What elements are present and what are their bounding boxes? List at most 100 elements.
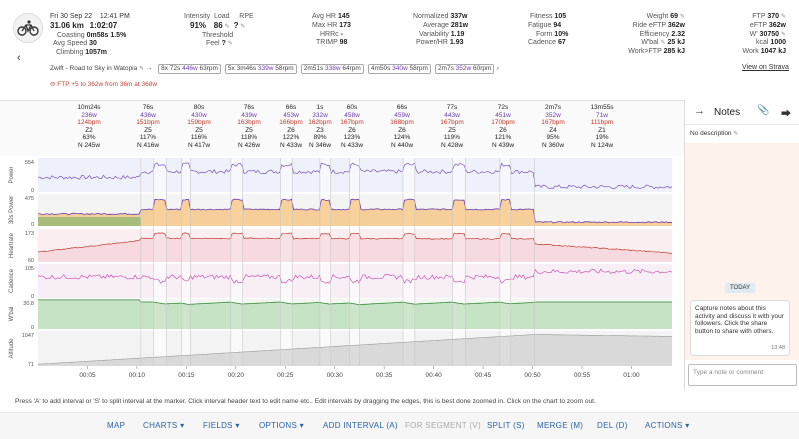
interval-header[interactable]: 60s 458w 167bpm Z6 123% N 433w <box>340 104 364 150</box>
cadence-series[interactable] <box>37 268 673 284</box>
interval-band[interactable] <box>499 158 511 366</box>
edit-pencil-icon[interactable]: ✎ <box>227 41 233 48</box>
altitude-series[interactable] <box>37 334 672 365</box>
interval-hr: 166bpm <box>279 119 303 127</box>
set-cadence: 60rpm <box>471 65 492 72</box>
actions-button[interactable]: ACTIONS ▾ <box>645 421 690 430</box>
map-button[interactable]: MAP <box>107 421 126 430</box>
heartrate-series[interactable] <box>37 232 672 254</box>
chart-svg[interactable]: Power 554 0 30s Power 475 0 Heartrate 173 60 Cade… <box>0 156 684 384</box>
interval-band[interactable] <box>402 158 415 366</box>
set-power: 340w <box>390 65 408 72</box>
threshold-summary: FTP 370 ✎ eFTP 362w W' 30750 ✎ kcal 1000… <box>743 13 786 57</box>
interval-header[interactable]: 66s 453w 166bpm Z6 122% N 433w <box>279 104 303 150</box>
power-summary: Normalized 337w Average 281w Variability… <box>413 13 468 48</box>
rpe-value[interactable]: ? <box>233 20 239 30</box>
interval-header[interactable]: 1s 332w 162bpm Z3 89% N 346w <box>308 104 332 150</box>
interval-dur: 77s <box>446 104 458 111</box>
interval-pw: 436w <box>140 111 156 119</box>
arrow-right-icon[interactable]: → <box>694 105 705 117</box>
power-series[interactable] <box>37 162 673 190</box>
climbing-label: Climbing <box>56 49 84 57</box>
edit-pencil-icon[interactable]: ✎ <box>780 31 786 38</box>
chevron-down-icon: ▾ <box>685 421 690 430</box>
fields-button[interactable]: FIELDS ▾ <box>203 421 240 430</box>
options-button[interactable]: OPTIONS ▾ <box>259 421 304 430</box>
del-button[interactable]: DEL (D) <box>597 421 628 430</box>
interval-band[interactable] <box>349 158 360 366</box>
for-segment-button[interactable]: FOR SEGMENT (V) <box>405 421 481 430</box>
workout-set[interactable]: 5x 3m46s 339w 58rpm <box>224 64 297 74</box>
note-input[interactable]: Type a note or comment <box>688 364 797 386</box>
workout-set[interactable]: 4m50s 340w 58rpm <box>367 64 431 74</box>
interval-pct: 19% <box>595 134 609 142</box>
climbing: 1057m <box>85 49 107 57</box>
edit-pencil-icon[interactable]: ✎ <box>240 23 246 30</box>
activity-chart[interactable]: Power 554 0 30s Power 475 0 Heartrate 173 60 Cade… <box>0 156 684 384</box>
edit-pencil-icon[interactable]: ✎ <box>780 14 786 20</box>
x-tick-label: 00:40 <box>425 372 442 379</box>
edit-pencil-icon[interactable]: ✎ <box>679 14 685 20</box>
search-icon[interactable]: ⌕ <box>496 66 500 72</box>
interval-pw: 459w <box>394 111 410 119</box>
interval-dur: 60s <box>346 104 358 111</box>
interval-header[interactable]: 13m55s 71w 111bpm Z1 19% N 124w <box>590 104 613 150</box>
hrrc-label: HRRc <box>320 30 339 38</box>
interval-strip: 10m24s 236w 124bpm Z2 63% N 245w 76s 436w 151bpm… <box>0 100 684 156</box>
interval-dur: 72s <box>497 104 509 111</box>
hr-summary: Avg HR 145 Max HR 173 HRRc - TRIMP 98 <box>312 13 351 48</box>
interval-header[interactable]: 10m24s 236w 124bpm Z2 63% N 245w <box>77 104 101 150</box>
back-arrow-icon[interactable]: ‹ <box>17 52 21 64</box>
bike-icon <box>17 20 39 36</box>
work-ftp-label: Work>FTP <box>628 48 662 56</box>
edit-pencil-icon[interactable]: ✎ <box>660 40 666 47</box>
interval-band[interactable] <box>280 158 293 366</box>
interval-header[interactable]: 72s 451w 170bpm Z6 121% N 439w <box>491 104 515 150</box>
interval-zone: Z6 <box>287 126 295 134</box>
paperclip-icon[interactable]: 📎 <box>757 105 770 116</box>
interval-header[interactable]: 76s 439w 163bpm Z5 118% N 426w <box>237 104 261 150</box>
interval-header[interactable]: 77s 443w 167bpm Z5 119% N 428w <box>440 104 464 150</box>
interval-pw: 439w <box>241 111 257 119</box>
y-tick-label: 0 <box>31 325 34 331</box>
merge-button[interactable]: MERGE (M) <box>537 421 584 430</box>
note-text: Capture notes about this activity and di… <box>695 305 784 335</box>
interval-header[interactable]: 66s 459w 168bpm Z6 124% N 440w <box>390 104 414 150</box>
load-value: 86 <box>213 20 223 30</box>
interval-dur: 66s <box>396 104 408 111</box>
edit-pencil-icon[interactable]: ✎ <box>733 131 739 137</box>
ftp-note-text: FTP +5 to 362w from 36m at 368w <box>57 81 158 88</box>
feel-value[interactable]: ? <box>221 40 226 48</box>
interval-pw: 332w <box>312 111 328 119</box>
interval-pct: 122% <box>282 134 300 142</box>
add-interval-button[interactable]: ADD INTERVAL (A) <box>323 421 398 430</box>
x-tick-label: 00:45 <box>475 372 492 379</box>
activity-name[interactable]: Zwift - Road to Sky in Watopia <box>50 65 138 72</box>
interval-header[interactable]: 76s 436w 151bpm Z5 117% N 416w <box>136 104 160 150</box>
interval-header[interactable]: 2m7s 352w 167bpm Z4 95% N 360w <box>541 104 565 150</box>
share-icon[interactable]: ⮕ <box>781 109 791 120</box>
workout-set[interactable]: 2m7s 352w 60rpm <box>434 64 495 74</box>
charts-button[interactable]: CHARTS ▾ <box>143 421 184 430</box>
interval-band[interactable] <box>230 158 243 366</box>
interval-dur: 66s <box>285 104 297 111</box>
workout-set[interactable]: 8x 72s 446w 63rpm <box>158 64 221 74</box>
wbal-series[interactable] <box>38 299 672 306</box>
workout-set[interactable]: 2m51s 338w 64rpm <box>300 64 364 74</box>
edit-pencil-icon[interactable]: ✎ <box>224 23 230 30</box>
interval-header[interactable]: 80s 430w 159bpm Z5 116% N 417w <box>187 104 211 150</box>
split-button[interactable]: SPLIT (S) <box>487 421 525 430</box>
coasting-label: Coasting <box>57 31 85 39</box>
interval-dur: 1s <box>316 104 324 111</box>
edit-pencil-icon[interactable]: ✎ <box>139 66 145 72</box>
interval-dur: 10m24s <box>77 104 101 111</box>
interval-band[interactable] <box>319 158 331 366</box>
view-on-strava-link[interactable]: View on Strava <box>742 64 789 71</box>
interval-zone: Z5 <box>245 126 253 134</box>
kcal-label: kcal <box>756 39 769 47</box>
interval-band[interactable] <box>181 158 191 366</box>
no-description[interactable]: No description ✎ <box>690 130 738 137</box>
avatar[interactable] <box>13 13 43 43</box>
power30-series[interactable] <box>37 198 673 224</box>
x-tick-label: 00:35 <box>376 372 393 379</box>
